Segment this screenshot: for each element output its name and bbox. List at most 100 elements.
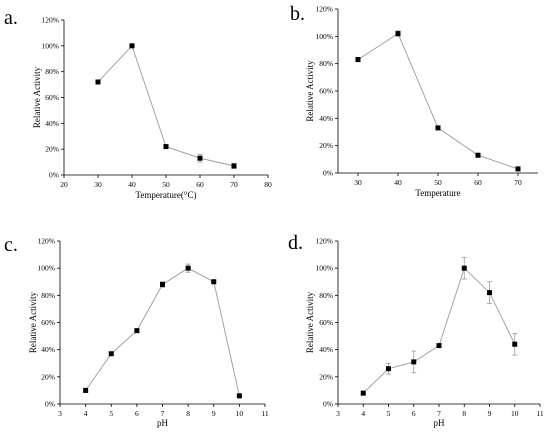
x-tick-label: 9 [488, 409, 492, 418]
data-point [512, 341, 518, 347]
data-point [236, 393, 242, 399]
x-tick-label: 7 [161, 409, 165, 418]
data-point [515, 166, 521, 172]
x-axis-label: Temperature [415, 188, 460, 198]
data-point [83, 387, 89, 393]
panel-letter: d. [288, 232, 303, 254]
y-tick-label: 100% [42, 41, 60, 50]
data-point [487, 290, 492, 296]
x-tick-label: 5 [387, 409, 391, 418]
x-axis-label: pH [434, 418, 446, 428]
x-tick-label: 9 [212, 409, 216, 418]
panel-letter: b. [290, 3, 305, 25]
y-tick-label: 60% [45, 93, 59, 102]
x-tick-label: 50 [162, 180, 170, 189]
x-tick-label: 5 [109, 409, 113, 418]
y-tick-label: 120% [316, 237, 334, 246]
x-tick-label: 4 [84, 409, 88, 418]
y-axis-label: Relative Activity [305, 60, 315, 122]
data-point [129, 43, 135, 49]
x-tick-label: 50 [434, 178, 442, 187]
x-tick-label: 70 [514, 178, 522, 187]
y-tick-label: 60% [41, 318, 55, 327]
data-point [461, 265, 467, 271]
data-point [360, 390, 366, 396]
x-tick-label: 4 [361, 409, 365, 418]
y-tick-label: 0% [323, 400, 333, 409]
x-axis-label: pH [157, 418, 169, 428]
x-tick-label: 30 [354, 178, 362, 187]
data-point [185, 265, 191, 271]
data-point [436, 343, 442, 349]
data-point [395, 31, 401, 37]
data-point [386, 366, 391, 372]
panel-letter: a. [4, 7, 18, 29]
y-tick-label: 120% [316, 5, 334, 14]
x-tick-label: 11 [536, 409, 543, 418]
y-tick-label: 0% [45, 400, 55, 409]
x-tick-label: 10 [236, 409, 244, 418]
data-point [134, 328, 140, 334]
y-axis-label: Relative Activity [28, 291, 38, 353]
y-tick-label: 100% [316, 264, 334, 273]
y-axis-label: Relative Activity [32, 66, 42, 128]
data-point [108, 351, 114, 357]
y-tick-label: 80% [319, 291, 333, 300]
y-tick-label: 40% [45, 119, 59, 128]
y-tick-label: 40% [319, 345, 333, 354]
data-point [95, 79, 101, 85]
panel-letter: c. [4, 234, 18, 256]
chart-panel-4: d. 0% 20% 40% 60% 80% 100% 120% 3 4 5 6 7 8 9 10 11 pH Rel… [288, 232, 544, 428]
y-axis-label: Relative Activity [305, 291, 315, 353]
data-point [475, 152, 481, 158]
y-tick-label: 80% [319, 59, 333, 68]
y-tick-label: 20% [319, 372, 333, 381]
data-point [163, 144, 169, 150]
chart-panel-1: a. 0% 20% 40% 60% 80% 100% 120% 20 30 40 50 60 70 80 Te… [4, 7, 272, 200]
x-tick-label: 8 [186, 409, 190, 418]
x-tick-label: 7 [437, 409, 441, 418]
y-tick-label: 60% [319, 318, 333, 327]
y-tick-label: 20% [319, 141, 333, 150]
y-tick-label: 80% [45, 67, 59, 76]
x-tick-label: 10 [511, 409, 519, 418]
y-tick-label: 80% [41, 291, 55, 300]
x-tick-label: 20 [60, 180, 68, 189]
x-tick-label: 30 [94, 180, 102, 189]
data-point [211, 279, 217, 285]
x-tick-label: 11 [261, 409, 268, 418]
data-point [411, 359, 417, 365]
x-tick-label: 70 [230, 180, 238, 189]
x-tick-label: 40 [394, 178, 402, 187]
data-point [231, 163, 237, 169]
y-tick-label: 0% [323, 169, 333, 178]
y-tick-label: 100% [38, 264, 56, 273]
y-tick-label: 20% [45, 145, 59, 154]
y-tick-label: 100% [316, 32, 334, 41]
data-point [435, 125, 441, 131]
y-tick-label: 120% [42, 16, 60, 25]
y-tick-label: 0% [49, 171, 59, 180]
x-tick-label: 6 [135, 409, 139, 418]
x-tick-label: 3 [336, 409, 340, 418]
x-tick-label: 80 [264, 180, 272, 189]
y-tick-label: 40% [41, 345, 55, 354]
x-tick-label: 6 [412, 409, 416, 418]
data-point [197, 155, 203, 161]
y-tick-label: 60% [319, 87, 333, 96]
y-tick-label: 120% [38, 237, 56, 246]
data-point [160, 281, 165, 287]
x-tick-label: 8 [462, 409, 466, 418]
chart-panel-2: b. 0% 20% 40% 60% 80% 100% 120% 30 40 50 60 70 Temper… [290, 3, 538, 198]
data-point [355, 57, 361, 63]
x-tick-label: 60 [474, 178, 482, 187]
series-line [357, 32, 519, 170]
x-axis-label: Temperature(°C) [136, 190, 197, 200]
y-tick-label: 20% [41, 372, 55, 381]
x-tick-label: 60 [196, 180, 204, 189]
chart-panel-3: c. 0% 20% 40% 60% 80% 100% 120% 3 4 5 6 7 8 9 10 11 pH Rel… [4, 234, 269, 428]
x-tick-label: 3 [58, 409, 62, 418]
y-tick-label: 40% [319, 114, 333, 123]
x-tick-label: 40 [128, 180, 136, 189]
